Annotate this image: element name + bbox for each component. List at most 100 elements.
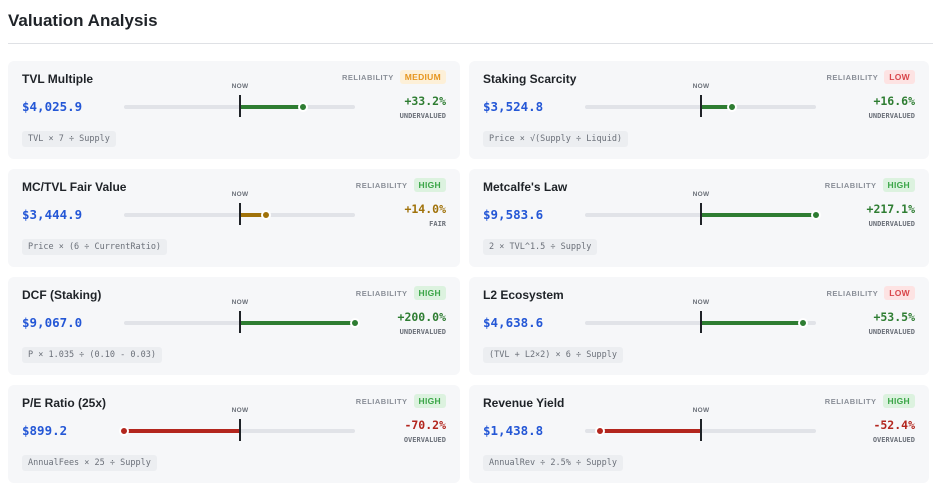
formula: AnnualRev ÷ 2.5% ÷ Supply xyxy=(483,455,623,471)
valuation-status: OVERVALUED xyxy=(403,436,446,444)
valuation-card: MC/TVL Fair Value RELIABILITY HIGH $3,44… xyxy=(8,169,460,267)
reliability: RELIABILITY HIGH xyxy=(356,286,446,300)
now-marker xyxy=(239,95,241,117)
valuation-card: DCF (Staking) RELIABILITY HIGH $9,067.0 … xyxy=(8,277,460,375)
fair-value: $3,444.9 xyxy=(22,207,83,222)
valuation-status: UNDERVALUED xyxy=(399,112,446,120)
reliability-badge: HIGH xyxy=(413,178,446,192)
reliability: RELIABILITY HIGH xyxy=(825,178,915,192)
now-marker xyxy=(239,311,241,333)
reliability-label: RELIABILITY xyxy=(355,396,408,406)
value-marker xyxy=(298,102,309,112)
reliability-label: RELIABILITY xyxy=(826,288,879,298)
now-marker xyxy=(239,419,241,441)
model-name: TVL Multiple xyxy=(22,72,94,86)
model-name: Metcalfe's Law xyxy=(483,180,568,194)
now-label: NOW xyxy=(692,191,710,198)
deviation-fill xyxy=(599,429,701,433)
reliability-badge: LOW xyxy=(884,70,915,84)
reliability-label: RELIABILITY xyxy=(824,180,877,190)
value-marker xyxy=(798,318,809,328)
valuation-card: Metcalfe's Law RELIABILITY HIGH $9,583.6… xyxy=(469,169,929,267)
now-marker xyxy=(239,203,241,225)
reliability-badge: HIGH xyxy=(413,394,446,408)
deviation-percent: +16.6% xyxy=(873,94,915,108)
value-marker xyxy=(594,426,605,436)
valuation-card: Staking Scarcity RELIABILITY LOW $3,524.… xyxy=(469,61,929,159)
valuation-card: TVL Multiple RELIABILITY MEDIUM $4,025.9… xyxy=(8,61,460,159)
now-marker xyxy=(700,419,702,441)
now-label: NOW xyxy=(231,407,249,414)
now-label: NOW xyxy=(231,83,249,90)
deviation-bar: NOW xyxy=(124,83,355,117)
reliability-label: RELIABILITY xyxy=(826,72,879,82)
deviation-fill xyxy=(700,321,804,325)
model-name: P/E Ratio (25x) xyxy=(22,396,107,410)
deviation-bar: NOW xyxy=(585,299,816,333)
model-name: Revenue Yield xyxy=(483,396,565,410)
model-name: DCF (Staking) xyxy=(22,288,102,302)
deviation-fill xyxy=(239,105,304,109)
reliability: RELIABILITY MEDIUM xyxy=(342,70,446,84)
deviation-percent: +200.0% xyxy=(397,310,446,324)
valuation-status: FAIR xyxy=(429,220,446,228)
reliability-badge: MEDIUM xyxy=(399,70,446,84)
deviation-fill xyxy=(700,105,733,109)
now-marker xyxy=(700,95,702,117)
deviation-fill xyxy=(124,429,240,433)
value-marker xyxy=(119,426,129,436)
fair-value: $899.2 xyxy=(22,423,68,438)
now-marker xyxy=(700,203,702,225)
valuation-card: L2 Ecosystem RELIABILITY LOW $4,638.6 NO… xyxy=(469,277,929,375)
formula: (TVL + L2×2) × 6 ÷ Supply xyxy=(483,347,623,363)
reliability: RELIABILITY HIGH xyxy=(356,178,446,192)
valuation-card: Revenue Yield RELIABILITY HIGH $1,438.8 … xyxy=(469,385,929,483)
model-name: L2 Ecosystem xyxy=(483,288,564,302)
valuation-status: UNDERVALUED xyxy=(868,220,915,228)
now-label: NOW xyxy=(692,407,710,414)
reliability-label: RELIABILITY xyxy=(355,288,408,298)
valuation-grid: TVL Multiple RELIABILITY MEDIUM $4,025.9… xyxy=(8,61,929,483)
valuation-status: UNDERVALUED xyxy=(399,328,446,336)
reliability-label: RELIABILITY xyxy=(355,180,408,190)
model-name: Staking Scarcity xyxy=(483,72,577,86)
formula: AnnualFees × 25 ÷ Supply xyxy=(22,455,157,471)
now-marker xyxy=(700,311,702,333)
page-title: Valuation Analysis xyxy=(8,11,158,30)
deviation-percent: +53.5% xyxy=(873,310,915,324)
deviation-percent: +14.0% xyxy=(404,202,446,216)
fair-value: $4,638.6 xyxy=(483,315,544,330)
now-label: NOW xyxy=(692,83,710,90)
deviation-percent: +217.1% xyxy=(866,202,915,216)
fair-value: $1,438.8 xyxy=(483,423,544,438)
reliability-badge: HIGH xyxy=(413,286,446,300)
reliability-label: RELIABILITY xyxy=(341,72,394,82)
deviation-fill xyxy=(700,213,816,217)
reliability: RELIABILITY LOW xyxy=(827,70,915,84)
deviation-bar: NOW xyxy=(124,299,360,333)
value-marker xyxy=(727,102,738,112)
fair-value: $9,067.0 xyxy=(22,315,83,330)
formula: Price × (6 ÷ CurrentRatio) xyxy=(22,239,168,255)
deviation-percent: +33.2% xyxy=(404,94,446,108)
formula: Price × √(Supply ÷ Liquid) xyxy=(483,131,629,147)
deviation-fill xyxy=(239,321,355,325)
reliability-label: RELIABILITY xyxy=(824,396,877,406)
deviation-bar: NOW xyxy=(124,191,355,225)
reliability: RELIABILITY HIGH xyxy=(356,394,446,408)
formula: TVL × 7 ÷ Supply xyxy=(22,131,116,147)
reliability-badge: LOW xyxy=(884,286,915,300)
reliability-badge: HIGH xyxy=(882,394,915,408)
valuation-status: OVERVALUED xyxy=(872,436,915,444)
formula: 2 × TVL^1.5 ÷ Supply xyxy=(483,239,598,255)
deviation-percent: -52.4% xyxy=(873,418,915,432)
deviation-bar: NOW xyxy=(585,83,816,117)
valuation-card: P/E Ratio (25x) RELIABILITY HIGH $899.2 … xyxy=(8,385,460,483)
value-marker xyxy=(811,210,821,220)
divider xyxy=(8,43,933,44)
value-marker xyxy=(261,210,272,220)
reliability: RELIABILITY HIGH xyxy=(825,394,915,408)
model-name: MC/TVL Fair Value xyxy=(22,180,127,194)
deviation-bar: NOW xyxy=(585,191,821,225)
deviation-bar: NOW xyxy=(119,407,355,441)
